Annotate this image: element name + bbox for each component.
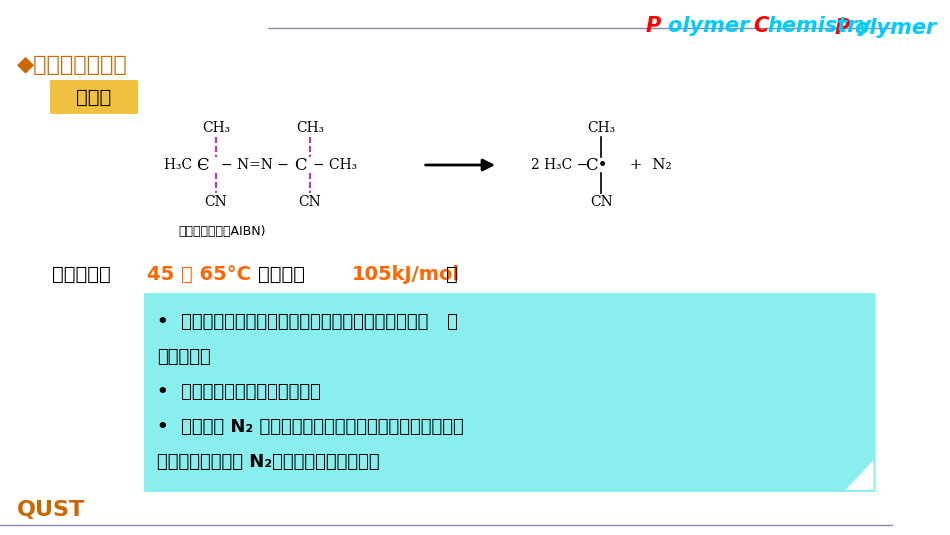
FancyBboxPatch shape (143, 293, 876, 492)
Text: 45 ～ 65°C: 45 ～ 65°C (147, 265, 252, 284)
Text: C: C (753, 16, 769, 36)
Text: C: C (196, 157, 208, 173)
Text: hemistry: hemistry (768, 16, 872, 36)
Text: − CH₃: − CH₃ (313, 158, 357, 172)
Text: P: P (646, 16, 661, 36)
Text: 2 H₃C −: 2 H₃C − (531, 158, 588, 172)
Polygon shape (846, 460, 874, 490)
Text: olymer: olymer (855, 18, 943, 38)
Text: P: P (835, 18, 850, 38)
Text: CN: CN (298, 195, 321, 209)
Text: CH₃: CH₃ (587, 121, 616, 135)
Text: QUST: QUST (17, 500, 85, 520)
Text: •  比较稳定，能单独安全保存；: • 比较稳定，能单独安全保存； (157, 383, 321, 401)
Text: − N=N −: − N=N − (220, 158, 289, 172)
Text: CH₃: CH₃ (202, 121, 230, 135)
Text: +  N₂: + N₂ (620, 158, 672, 172)
Text: 生成了高度稳定的 N₂，而非由于存在弱键。: 生成了高度稳定的 N₂，而非由于存在弱键。 (157, 453, 379, 471)
Text: CH₃: CH₃ (296, 121, 324, 135)
Text: 使用温度：: 使用温度： (51, 265, 110, 284)
FancyBboxPatch shape (49, 80, 138, 114)
Text: 偶氮二异丁腈（AIBN): 偶氮二异丁腈（AIBN) (179, 225, 266, 238)
Text: 诱导分解；: 诱导分解； (157, 348, 211, 366)
Text: ，解离能: ，解离能 (258, 265, 305, 284)
Text: C•: C• (585, 157, 608, 173)
Text: olymer: olymer (668, 16, 756, 36)
Text: CN: CN (204, 195, 227, 209)
Text: ◆热引发剂的种类: ◆热引发剂的种类 (17, 55, 127, 75)
Text: •  分解反应几乎全部为一级反应，只形成一种自由基，   无: • 分解反应几乎全部为一级反应，只形成一种自由基， 无 (157, 313, 458, 331)
Text: 105kJ/mol: 105kJ/mol (352, 265, 461, 284)
Text: H₃C −: H₃C − (164, 158, 209, 172)
Text: C: C (294, 157, 307, 173)
Text: CN: CN (590, 195, 613, 209)
Text: 偶氮类: 偶氮类 (76, 88, 111, 106)
Polygon shape (846, 460, 874, 490)
Text: •  分解时有 N₂ 逸出；偶氮化合物易于离解的动力正是在于: • 分解时有 N₂ 逸出；偶氮化合物易于离解的动力正是在于 (157, 418, 464, 436)
Text: 。: 。 (446, 265, 458, 284)
